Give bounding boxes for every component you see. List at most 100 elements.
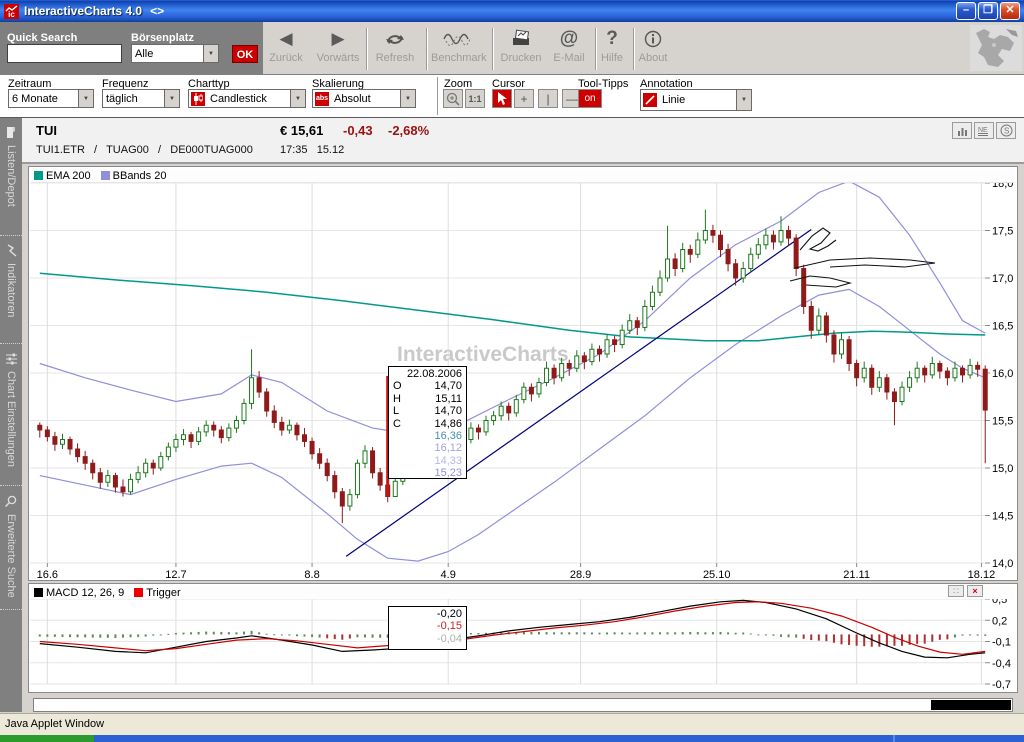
instrument-ids: TUI1.ETR / TUAG00 / DE000TUAG000 [36, 144, 253, 156]
annotation-label: Annotation [640, 78, 693, 90]
magnifier-plus-icon [446, 92, 460, 106]
status-text: Java Applet Window [5, 718, 105, 730]
svg-text:14,0: 14,0 [992, 558, 1013, 570]
watermark: InteractiveCharts [397, 343, 569, 366]
cursor-hline-button[interactable]: — [562, 89, 582, 108]
help-button[interactable]: ? Hilfe [588, 26, 636, 72]
benchmark-button[interactable]: Benchmark [431, 26, 487, 72]
sidebar-item-chart-einstellungen[interactable]: Chart Einstellungen [0, 344, 22, 486]
waves-icon [431, 26, 483, 52]
chart-legend: EMA 200 BBands 20 [31, 169, 1015, 183]
zoom-reset-button[interactable]: 1:1 [465, 89, 485, 108]
toolbar-separator [437, 77, 439, 115]
taskbar-strip [0, 735, 1024, 742]
annotation-select[interactable]: Linie ▼ [640, 89, 752, 111]
macd-panel[interactable]: MACD 12, 26, 9 Trigger ∷ × 0,5 0,2 -0,1 -0,… [28, 583, 1018, 693]
sidebar-item-erweiterte-suche[interactable]: Erweiterte Suche [0, 486, 22, 610]
refresh-button[interactable]: Refresh [369, 26, 421, 72]
scrollbar-thumb[interactable] [931, 700, 1011, 710]
printer-icon [495, 26, 547, 52]
frequenz-select[interactable]: täglich ▼ [102, 89, 180, 108]
arrow-left-icon: ◀ [279, 29, 293, 48]
minimize-button[interactable]: – [956, 2, 976, 20]
chevron-down-icon[interactable]: ▼ [203, 45, 218, 62]
zoom-in-button[interactable] [443, 89, 463, 108]
cursor-arrow-button[interactable] [492, 89, 512, 108]
s-circle-icon: S [1000, 124, 1012, 137]
zoom-label: Zoom [444, 78, 473, 90]
candlestick-icon [191, 91, 205, 106]
toolbar-separator [633, 28, 635, 70]
tooltipps-toggle[interactable]: on [578, 89, 602, 108]
macd-chart[interactable]: 0,5 0,2 -0,1 -0,4 -0,7 [30, 599, 1018, 694]
cursor-crosshair-button[interactable]: + [514, 89, 534, 108]
legend-trigger: Trigger [134, 587, 181, 599]
bbands-legend-swatch [100, 171, 110, 180]
chevron-down-icon[interactable]: ▼ [400, 90, 415, 107]
tooltipps-label: Tool-Tipps [578, 78, 629, 90]
ema-value: 16,36 [434, 430, 462, 443]
europe-map-image [970, 25, 1022, 71]
chevron-down-icon[interactable]: ▼ [290, 90, 305, 107]
cursor-vline-button[interactable]: | [538, 89, 558, 108]
zeitraum-select[interactable]: 6 Monate ▼ [8, 89, 94, 108]
legend-macd: MACD 12, 26, 9 [34, 587, 124, 599]
chevron-down-icon[interactable]: ▼ [164, 90, 179, 107]
abs-icon: abs [315, 91, 329, 106]
toolbar-separator [366, 28, 368, 70]
charttyp-select[interactable]: Candlestick ▼ [188, 89, 306, 108]
indicator-close-button[interactable]: × [967, 585, 983, 597]
bband-upper-value: 16,12 [434, 442, 462, 455]
macd-tooltip: -0,20 -0,15 -0,04 [388, 606, 467, 650]
news-button[interactable]: NE [974, 122, 994, 139]
svg-text:-0,4: -0,4 [992, 658, 1011, 670]
email-button[interactable]: @ E-Mail [543, 26, 595, 72]
line-annotation-icon [643, 93, 657, 107]
skalierung-label: Skalierung [312, 78, 364, 90]
price-change: -0,43 [343, 123, 373, 138]
open-value: 14,70 [434, 380, 462, 393]
quick-search-input[interactable] [7, 44, 122, 63]
forward-button[interactable]: ▶ Vorwärts [312, 26, 364, 72]
cursor-label: Cursor [492, 78, 526, 90]
settings-s-button[interactable]: S [996, 122, 1016, 139]
window-title: InteractiveCharts 4.0 [24, 4, 143, 18]
arrow-right-icon: ▶ [331, 29, 345, 48]
bar-chart-view-button[interactable] [952, 122, 972, 139]
bband-lower-value: 14,33 [434, 454, 462, 467]
low-value: 14,70 [434, 405, 462, 418]
taskbar-start-segment [0, 735, 94, 742]
close-value: 14,86 [434, 417, 462, 430]
svg-text:25.10: 25.10 [703, 569, 731, 581]
macd-value: -0,20 [436, 608, 462, 620]
price-chart-panel[interactable]: EMA 200 BBands 20 InteractiveCharts 18,0… [28, 166, 1018, 581]
trigger-legend-swatch [134, 588, 144, 597]
back-button[interactable]: ◀ Zurück [260, 26, 312, 72]
horizontal-scrollbar[interactable] [33, 698, 1013, 712]
sidebar-item-listen-depot[interactable]: Listen/Depot [0, 118, 22, 236]
candlestick-chart[interactable]: 18,0 17,5 17,0 16,5 16,0 15,5 15,0 14,5 14,0 16.6… [30, 183, 1018, 581]
tooltip-date: 22.08.2006 [406, 368, 462, 380]
svg-text:15,5: 15,5 [992, 416, 1013, 428]
quote-bar: TUI TUI1.ETR / TUAG00 / DE000TUAG000 € 1… [22, 118, 1024, 164]
high-value: 15,11 [435, 392, 462, 405]
print-button[interactable]: Drucken [495, 26, 547, 72]
chevron-down-icon[interactable]: ▼ [736, 90, 751, 110]
sidebar-item-indikatoren[interactable]: Indikatoren [0, 236, 22, 344]
chevron-down-icon[interactable]: ▼ [78, 90, 93, 107]
boersenplatz-select[interactable]: Alle ▼ [131, 44, 219, 63]
indicator-options-button[interactable]: ∷ [948, 585, 964, 597]
about-button[interactable]: About [629, 26, 677, 72]
ema-legend-swatch [34, 171, 43, 180]
bband-mid-value: 15,23 [434, 467, 462, 480]
histogram-value: -0,04 [436, 632, 462, 645]
news-icon: NE [978, 127, 988, 136]
at-icon: @ [559, 28, 579, 49]
toolbar-separator [492, 28, 494, 70]
skalierung-select[interactable]: abs Absolut ▼ [312, 89, 416, 108]
close-button[interactable]: ✕ [1000, 2, 1020, 20]
toolbar-separator [595, 28, 597, 70]
ok-button[interactable]: OK [232, 45, 258, 63]
legend-bbands: BBands 20 [100, 170, 166, 182]
restore-button[interactable]: ❐ [978, 2, 998, 20]
